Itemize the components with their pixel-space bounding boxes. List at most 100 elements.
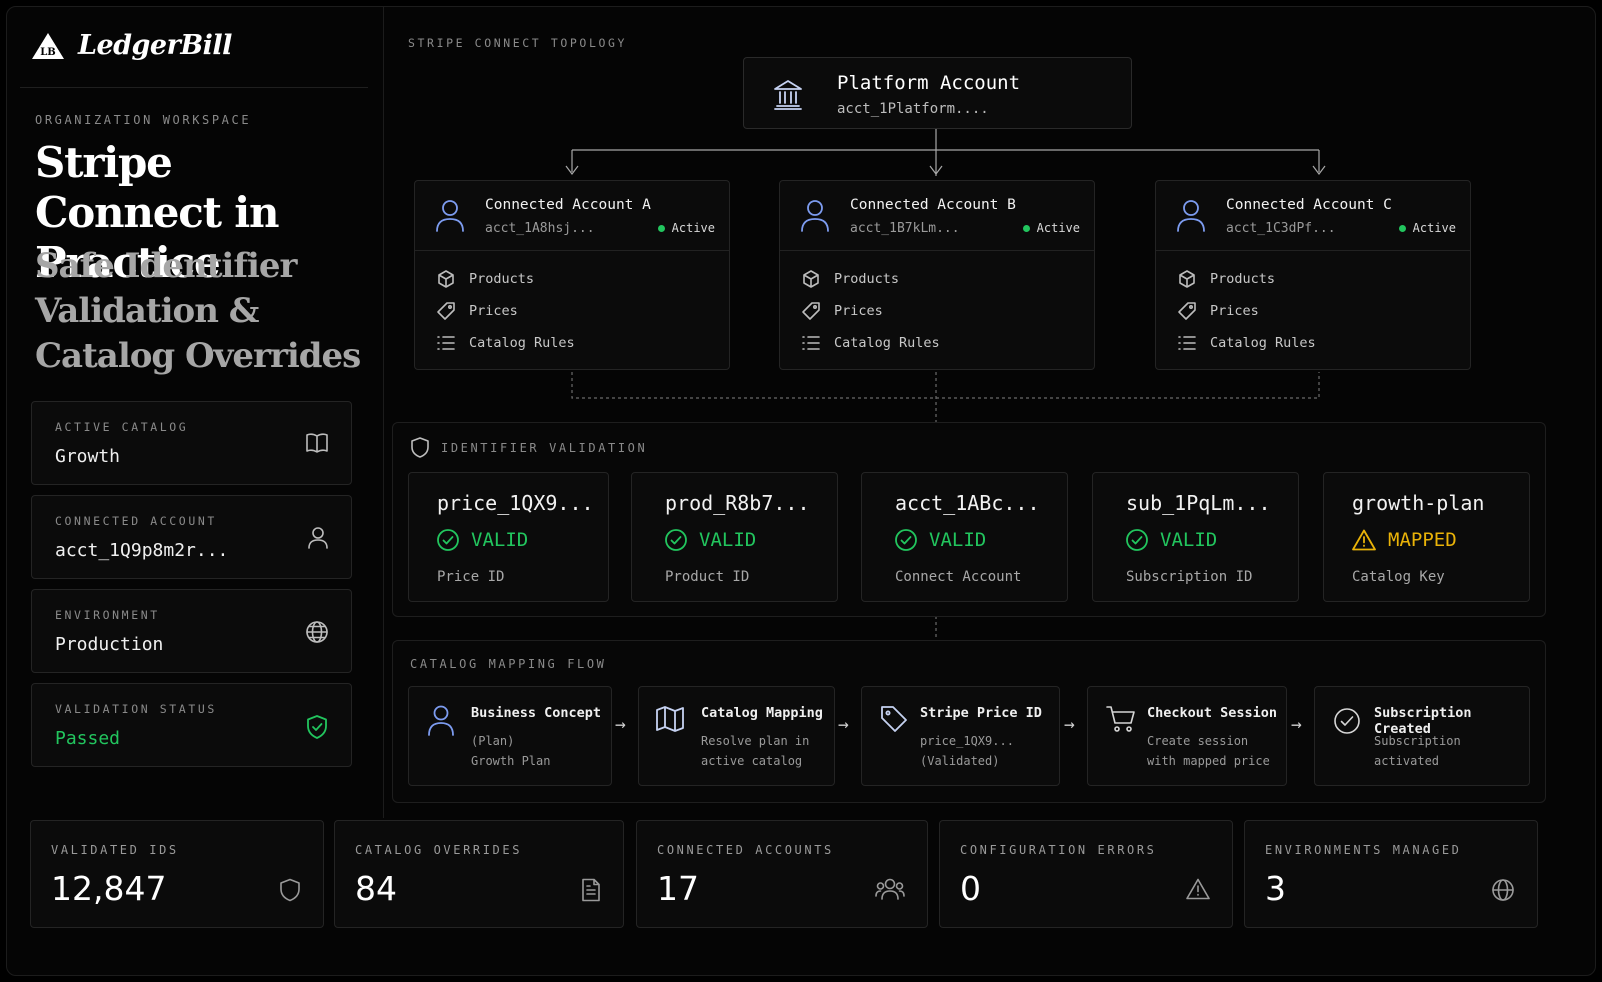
identifier-value: prod_R8b7...: [665, 491, 810, 515]
account-row-products[interactable]: Products: [1178, 270, 1275, 288]
tag-icon: [881, 706, 907, 732]
validation-card-catalog-key[interactable]: growth-plan MAPPED Catalog Key: [1323, 472, 1530, 602]
sidebar-divider: [20, 87, 368, 88]
stat-label: CONNECTED ACCOUNTS: [657, 843, 834, 857]
status-text: VALID: [929, 529, 987, 551]
flow-step-catalog-mapping[interactable]: Catalog Mapping Resolve plan in active c…: [638, 686, 835, 786]
map-icon: [656, 706, 684, 732]
shield-check-icon: [307, 715, 327, 739]
stat-configuration-errors[interactable]: CONFIGURATION ERRORS 0: [939, 820, 1233, 928]
account-id: acct_1C3dPf...: [1226, 221, 1336, 236]
prices-label: Prices: [469, 303, 518, 319]
status-dot: [1022, 224, 1030, 232]
validation-status: VALID: [665, 529, 756, 551]
list-icon: [802, 336, 820, 350]
flow-step-checkout-session[interactable]: Checkout Session Create session with map…: [1087, 686, 1287, 786]
status-dot: [1398, 224, 1406, 232]
active-catalog-value: Growth: [55, 446, 121, 467]
connected-account-a[interactable]: Connected Account A acct_1A8hsj... Activ…: [414, 180, 730, 370]
validation-card-subscription[interactable]: sub_1PqLm... VALID Subscription ID: [1092, 472, 1299, 602]
connected-account-label: CONNECTED ACCOUNT: [55, 514, 217, 528]
account-name: Connected Account C: [1226, 197, 1392, 213]
platform-account[interactable]: Platform Account acct_1Platform....: [743, 57, 1132, 129]
check-circle-icon: [1126, 529, 1148, 551]
account-row-catalog-rules[interactable]: Catalog Rules: [437, 334, 575, 352]
warning-icon: [1352, 529, 1376, 551]
flow-step-subscription-created[interactable]: Subscription Created Subscription activa…: [1314, 686, 1530, 786]
globe-icon: [306, 621, 328, 643]
page-subtitle: Safe Identifier Validation & Catalog Ove…: [35, 246, 361, 376]
stat-label: CATALOG OVERRIDES: [355, 843, 523, 857]
account-row-prices[interactable]: Prices: [802, 302, 883, 320]
products-label: Products: [834, 271, 900, 287]
validation-status-label: VALIDATION STATUS: [55, 702, 217, 716]
step-title: Stripe Price ID: [920, 705, 1042, 721]
active-catalog-card[interactable]: ACTIVE CATALOG Growth: [31, 401, 352, 485]
catalog-rules-label: Catalog Rules: [469, 335, 575, 351]
account-row-prices[interactable]: Prices: [1178, 302, 1259, 320]
user-icon: [801, 200, 829, 232]
shield-icon: [411, 437, 429, 458]
account-row-catalog-rules[interactable]: Catalog Rules: [1178, 334, 1316, 352]
identifier-type: Product ID: [665, 569, 750, 585]
stat-value: 3: [1265, 869, 1286, 908]
step-subtitle: Create session with mapped price: [1147, 734, 1270, 768]
flow-step-stripe-price[interactable]: Stripe Price ID price_1QX9... (Validated…: [861, 686, 1060, 786]
validation-card-product[interactable]: prod_R8b7... VALID Product ID: [631, 472, 838, 602]
stat-catalog-overrides[interactable]: CATALOG OVERRIDES 84: [334, 820, 624, 928]
globe-icon: [1492, 879, 1514, 901]
status-label: Active: [671, 221, 715, 235]
validation-card-price[interactable]: price_1QX9... VALID Price ID: [408, 472, 609, 602]
flow-step-business-concept[interactable]: Business Concept (Plan) Growth Plan: [408, 686, 612, 786]
step-subtitle: Resolve plan in active catalog: [701, 734, 810, 768]
validation-status-value: Passed: [55, 728, 121, 749]
connected-account-value: acct_1Q9p8m2r...: [55, 540, 229, 561]
account-row-products[interactable]: Products: [802, 270, 899, 288]
stat-value: 84: [355, 869, 397, 908]
status-text: VALID: [1160, 529, 1218, 551]
user-icon: [428, 705, 454, 736]
identifier-type: Connect Account: [895, 569, 1022, 585]
step-subtitle: (Plan) Growth Plan: [471, 734, 551, 768]
account-row-prices[interactable]: Prices: [437, 302, 518, 320]
status-text: MAPPED: [1388, 529, 1457, 551]
identifier-value: sub_1PqLm...: [1126, 491, 1271, 515]
account-row-products[interactable]: Products: [437, 270, 534, 288]
book-icon: [306, 433, 328, 453]
connected-account-c[interactable]: Connected Account C acct_1C3dPf... Activ…: [1155, 180, 1471, 370]
connected-account-b[interactable]: Connected Account B acct_1B7kLm... Activ…: [779, 180, 1095, 370]
connected-account-card[interactable]: CONNECTED ACCOUNT acct_1Q9p8m2r...: [31, 495, 352, 579]
stat-value: 0: [960, 869, 981, 908]
check-circle-icon: [1334, 708, 1360, 734]
brand-name: LedgerBill: [78, 30, 232, 61]
brand-logo[interactable]: LB LedgerBill: [30, 30, 232, 61]
topology-title: STRIPE CONNECT TOPOLOGY: [408, 36, 628, 50]
environment-card[interactable]: ENVIRONMENT Production: [31, 589, 352, 673]
stat-environments-managed[interactable]: ENVIRONMENTS MANAGED 3: [1244, 820, 1538, 928]
validation-status-card[interactable]: VALIDATION STATUS Passed: [31, 683, 352, 767]
flow-arrow: →: [838, 714, 849, 735]
products-label: Products: [469, 271, 535, 287]
validation-status: MAPPED: [1352, 529, 1457, 551]
stat-label: VALIDATED IDS: [51, 843, 179, 857]
list-icon: [1178, 336, 1196, 350]
identifier-type: Catalog Key: [1352, 569, 1445, 585]
check-circle-icon: [665, 529, 687, 551]
validation-card-account[interactable]: acct_1ABc... VALID Connect Account: [861, 472, 1068, 602]
box-icon: [438, 270, 454, 288]
stat-validated-ids[interactable]: VALIDATED IDS 12,847: [30, 820, 324, 928]
status-text: VALID: [471, 529, 529, 551]
account-name: Connected Account A: [485, 197, 651, 213]
stat-connected-accounts[interactable]: CONNECTED ACCOUNTS 17: [636, 820, 928, 928]
stat-label: ENVIRONMENTS MANAGED: [1265, 843, 1462, 857]
stat-value: 12,847: [51, 869, 167, 908]
warning-icon: [1186, 878, 1210, 900]
identifier-value: acct_1ABc...: [895, 491, 1040, 515]
identifier-value: price_1QX9...: [437, 491, 594, 515]
tag-icon: [437, 302, 455, 320]
workspace-eyebrow: ORGANIZATION WORKSPACE: [35, 113, 252, 127]
environment-label: ENVIRONMENT: [55, 608, 160, 622]
platform-account-name: Platform Account: [837, 72, 1021, 94]
step-subtitle: Subscription activated: [1374, 734, 1461, 768]
account-row-catalog-rules[interactable]: Catalog Rules: [802, 334, 940, 352]
